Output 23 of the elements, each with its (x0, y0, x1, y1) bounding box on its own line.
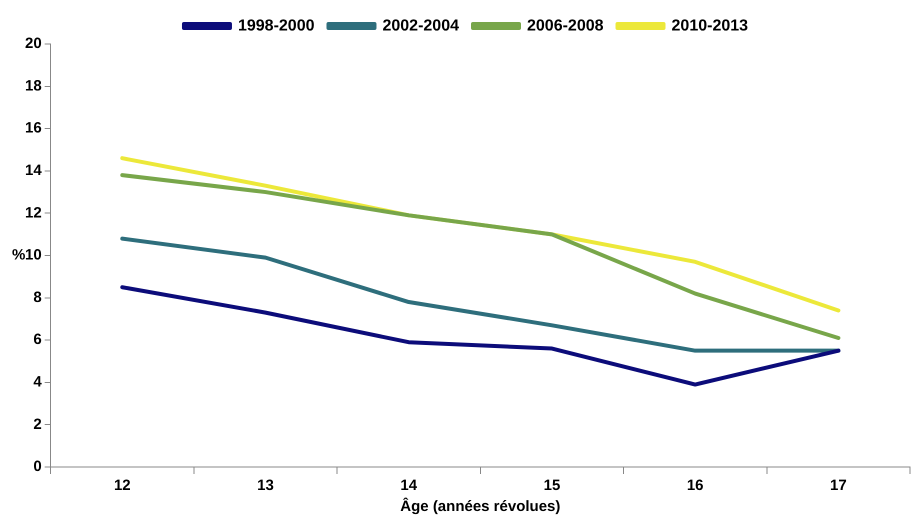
legend-label: 1998-2000 (238, 17, 315, 34)
y-tick-label: 16 (24, 120, 42, 137)
legend-label: 2002-2004 (382, 17, 460, 34)
y-tick-label: 6 (33, 331, 42, 348)
legend-label: 2006-2008 (527, 17, 604, 34)
y-tick-label: 4 (33, 374, 42, 391)
y-tick-label: 10 (24, 246, 42, 264)
y-axis-title: % (12, 246, 26, 264)
y-tick-label: 12 (24, 204, 42, 222)
y-tick-label: 0 (33, 458, 42, 476)
x-axis-title: Âge (années révolues) (400, 497, 560, 516)
y-tick-label: 14 (24, 162, 42, 180)
y-tick-label: 8 (33, 288, 42, 306)
x-tick-label: 13 (257, 477, 274, 494)
x-tick-label: 16 (686, 477, 704, 494)
x-tick-label: 12 (114, 477, 131, 494)
y-tick-label: 2 (33, 416, 42, 433)
x-tick-label: 15 (544, 477, 560, 494)
x-tick-label: 17 (830, 477, 847, 494)
x-tick-label: 14 (400, 477, 418, 494)
y-tick-label: 18 (24, 77, 42, 94)
legend-label: 2010-2013 (672, 17, 748, 34)
y-tick-label: 20 (24, 35, 42, 52)
